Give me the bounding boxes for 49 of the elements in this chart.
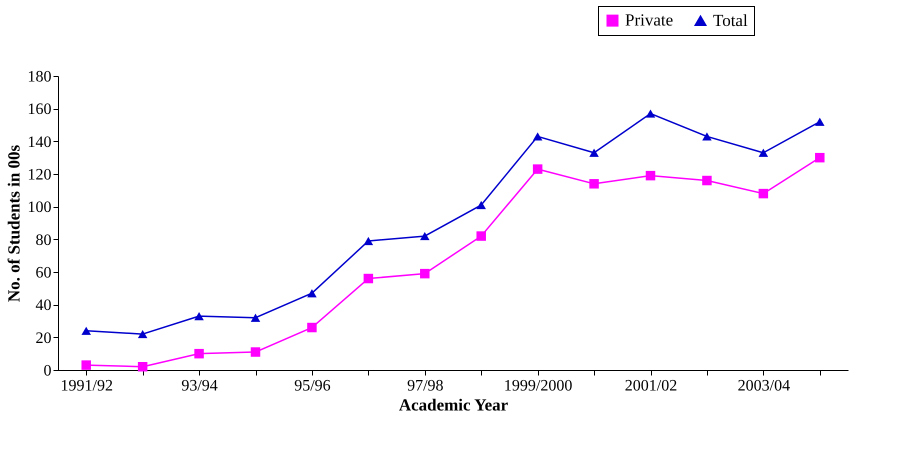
- y-axis-title: No. of Students in 00s: [4, 144, 24, 302]
- point: [476, 200, 486, 210]
- point: [250, 347, 260, 357]
- y-tick-label: 0: [44, 362, 52, 380]
- y-tick-label: 60: [36, 264, 52, 282]
- legend-label: Total: [713, 10, 748, 30]
- y-tick-label: 20: [36, 330, 52, 347]
- x-tick-label: 95/96: [294, 378, 331, 394]
- point: [194, 312, 204, 320]
- point: [702, 132, 712, 141]
- point: [589, 148, 599, 157]
- point: [815, 152, 825, 162]
- y-tick-label: 120: [28, 166, 52, 184]
- point: [138, 362, 148, 372]
- x-tick-label: 2001/02: [624, 378, 678, 394]
- point: [758, 148, 768, 157]
- x-tick-label: 2003/04: [738, 378, 790, 394]
- point: [364, 236, 374, 246]
- x-tick-label: 93/94: [181, 378, 218, 394]
- y-tick-label: 160: [28, 101, 52, 118]
- point: [138, 330, 148, 338]
- legend-label: Private: [625, 10, 674, 30]
- point: [702, 176, 712, 186]
- point: [250, 314, 260, 322]
- point: [589, 179, 599, 189]
- x-tick-label: 97/98: [407, 378, 444, 394]
- point: [420, 268, 430, 278]
- point: [532, 164, 542, 174]
- x-tick-label: 1991/92: [60, 378, 113, 394]
- y-tick-label: 80: [36, 232, 52, 249]
- x-axis-title: Academic Year: [398, 396, 509, 414]
- x-tick-label: 1999/2000: [504, 378, 572, 394]
- point: [476, 231, 486, 241]
- y-tick-label: 180: [28, 68, 52, 86]
- point: [532, 132, 542, 141]
- y-tick-label: 40: [36, 297, 52, 314]
- point: [646, 170, 656, 180]
- point: [81, 360, 91, 370]
- y-tick-label: 140: [28, 134, 52, 151]
- point: [646, 109, 656, 118]
- point: [307, 289, 317, 298]
- point: [758, 188, 768, 198]
- point: [420, 232, 430, 240]
- point: [194, 348, 204, 358]
- point: [81, 326, 91, 335]
- point: [364, 274, 374, 284]
- point: [815, 118, 825, 126]
- y-tick-label: 100: [28, 199, 52, 216]
- point: [307, 322, 317, 332]
